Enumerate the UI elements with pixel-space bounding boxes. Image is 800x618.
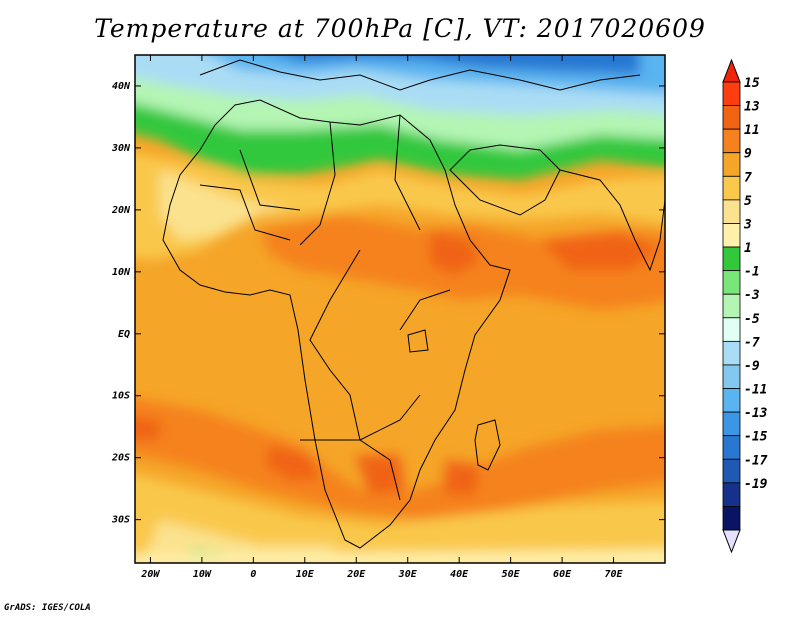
coastlines (162, 59, 665, 549)
colorbar-label: 13 (744, 100, 760, 115)
lat-tick-label: 30N (111, 143, 131, 154)
colorbar-label: -9 (744, 359, 760, 374)
colorbar-label: -1 (744, 265, 760, 280)
lon-tick-label: 70E (605, 569, 624, 580)
colorbar-swatch (722, 270, 741, 295)
colorbar-swatch (722, 506, 741, 531)
colorbar-label: -13 (744, 406, 768, 421)
colorbar: 15 13 11 9 7 5 3 1 -1 -3 -5 -7 -9 -11 -13 -15 -17 -19 (722, 58, 768, 554)
colorbar-label: -15 (744, 430, 768, 445)
colorbar-label: -17 (744, 453, 768, 468)
colorbar-label: -7 (744, 335, 760, 350)
colorbar-label: 7 (744, 170, 752, 185)
longitude-axis: 20W 10W 0 10E 20E 30E 40E 50E 60E 70E (140, 55, 624, 580)
lon-tick-label: 20W (140, 569, 160, 580)
lat-tick-label: 40N (112, 81, 131, 92)
colorbar-label: -19 (744, 477, 768, 492)
colorbar-label: -3 (744, 288, 760, 303)
colorbar-swatch (722, 152, 741, 177)
lon-tick-label: 30E (398, 569, 418, 580)
colorbar-swatch (722, 411, 741, 437)
colorbar-swatch (722, 317, 741, 342)
colorbar-label: -11 (744, 383, 767, 398)
lon-tick-label: 50E (502, 569, 521, 580)
lat-tick-label: 10N (112, 267, 131, 278)
colorbar-label: 15 (744, 76, 760, 91)
colorbar-label: 5 (744, 194, 752, 209)
colorbar-swatch (722, 388, 741, 413)
lon-tick-label: 40E (450, 569, 469, 580)
colorbar-swatch (722, 223, 741, 248)
colorbar-swatch (722, 105, 741, 130)
colorbar-swatch (722, 175, 741, 201)
colorbar-label: 11 (744, 123, 760, 138)
lon-tick-label: 10E (296, 569, 315, 580)
lat-tick-label: 20S (111, 453, 130, 464)
lat-tick-label: 10S (112, 391, 130, 402)
grads-credit: GrADS: IGES/COLA (4, 603, 91, 613)
colorbar-label: -5 (744, 312, 760, 327)
lon-tick-label: 10W (193, 569, 212, 580)
colorbar-swatch (722, 81, 741, 106)
lat-tick-label: 30S (111, 515, 130, 526)
colorbar-swatch (722, 458, 741, 484)
colorbar-label: 1 (744, 241, 752, 256)
lat-tick-label: 20N (111, 205, 131, 216)
map-title: Temperature at 700hPa [C], VT: 201702060… (94, 14, 706, 43)
colorbar-swatch (722, 482, 741, 507)
colorbar-swatch (722, 340, 741, 366)
lon-tick-label: 20E (346, 569, 366, 580)
colorbar-swatch (722, 364, 741, 389)
colorbar-swatch (722, 246, 741, 272)
lat-tick-label: EQ (118, 329, 130, 340)
latitude-axis: 40N 30N 20N 10N EQ 10S 20S 30S (111, 81, 665, 526)
colorbar-under-arrow (722, 529, 741, 554)
colorbar-label: 3 (743, 217, 752, 232)
map-frame (134, 54, 666, 564)
colorbar-swatch (722, 293, 741, 319)
lon-tick-label: 60E (553, 569, 572, 580)
colorbar-over-arrow (722, 58, 741, 83)
colorbar-swatch (722, 199, 741, 224)
colorbar-swatch (722, 435, 741, 460)
colorbar-label: 9 (744, 147, 752, 162)
lon-tick-label: 0 (250, 569, 256, 580)
temperature-field (135, 55, 665, 563)
colorbar-swatch (722, 128, 741, 154)
